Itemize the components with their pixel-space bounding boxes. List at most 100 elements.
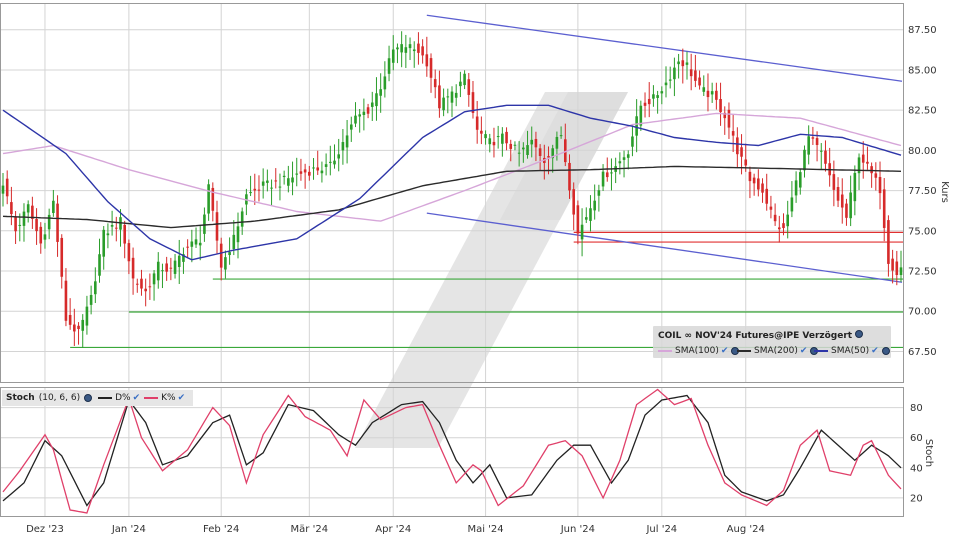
candle-body: [899, 267, 903, 276]
candle-body: [622, 157, 626, 160]
candle-body: [475, 116, 479, 130]
check-icon[interactable]: ✔: [720, 346, 729, 356]
candle-body: [5, 178, 9, 197]
candle-body: [135, 283, 139, 285]
candle-body: [287, 178, 290, 186]
candle-body: [547, 156, 550, 158]
check-icon[interactable]: ✔: [132, 393, 141, 403]
x-tick-label: Dez '23: [26, 524, 64, 535]
candle-body: [396, 47, 399, 50]
candle-body: [73, 324, 76, 332]
candle-body: [190, 241, 194, 247]
candle-body: [526, 145, 529, 156]
candle-body: [584, 217, 588, 220]
candle-body: [517, 152, 521, 154]
candle-body: [698, 77, 701, 86]
candle-body: [555, 136, 559, 149]
candle-body: [408, 44, 412, 49]
y-axis-stoch: 20 40 60 80: [910, 403, 923, 504]
candle-body: [849, 192, 852, 219]
candle-body: [320, 170, 324, 174]
candle-body: [98, 254, 101, 276]
candle-body: [530, 139, 534, 145]
candle-body: [295, 173, 299, 175]
candle-body: [773, 214, 777, 222]
candle-body: [68, 314, 72, 325]
legend-title: COIL ∞ NOV'24 Futures@IPE Verzögert: [658, 330, 864, 341]
candle-body: [165, 263, 168, 272]
check-icon[interactable]: ✔: [871, 346, 879, 356]
legend-label-d: D%: [115, 393, 131, 403]
candle-body: [89, 294, 93, 305]
candle-body: [152, 273, 156, 285]
candle-body: [203, 214, 206, 234]
candle-body: [60, 237, 64, 277]
candle-body: [702, 87, 706, 92]
stoch-line: [2, 388, 902, 514]
candle-body: [740, 147, 743, 157]
candle-body: [563, 139, 567, 163]
candle-body: [761, 183, 764, 193]
legend-swatch-d: [98, 397, 113, 399]
candle-body: [81, 319, 85, 331]
legend-label-sma200: SMA(200): [754, 346, 798, 356]
candle-body: [866, 161, 869, 164]
candle-body: [236, 226, 240, 243]
info-icon[interactable]: [84, 394, 93, 402]
candle-body: [568, 162, 571, 191]
check-icon[interactable]: ✔: [177, 393, 186, 403]
y-axis-label-stoch: Stoch: [923, 439, 934, 467]
candle-body: [391, 49, 395, 63]
candle-body: [660, 91, 664, 94]
x-axis: Dez '23 Jan '24 Feb '24 Mär '24 Apr '24 Mai '…: [26, 524, 765, 535]
candle-body: [333, 160, 336, 165]
candle-body: [836, 187, 840, 201]
x-tick-label: Jan '24: [111, 524, 146, 535]
candle-body: [484, 134, 487, 139]
info-icon[interactable]: [881, 347, 890, 355]
candle-body: [173, 260, 177, 274]
candle-body: [438, 85, 441, 109]
candle-body: [681, 60, 685, 67]
candle-body: [534, 138, 538, 148]
candle-body: [635, 116, 638, 136]
candle-body: [459, 81, 462, 87]
legend-label-sma100: SMA(100): [675, 346, 719, 356]
candle-body: [232, 234, 236, 249]
stoch-legend-d[interactable]: D% ✔: [98, 393, 140, 403]
info-icon[interactable]: [855, 330, 864, 338]
stoch-legend-k[interactable]: K% ✔: [144, 393, 185, 403]
candle-body: [345, 135, 349, 148]
legend-item-sma50[interactable]: SMA(50) ✔: [814, 346, 890, 356]
candle-body: [312, 167, 315, 169]
candle-body: [425, 54, 429, 67]
candle-body: [77, 325, 80, 330]
candle-body: [18, 224, 22, 226]
candle-body: [278, 186, 282, 188]
x-tick-label: Aug '24: [727, 524, 765, 535]
candle-body: [102, 229, 106, 257]
legend-swatch-sma50: [814, 350, 828, 352]
candle-body: [450, 91, 454, 103]
candle-body: [501, 133, 504, 144]
candle-body: [110, 225, 114, 227]
candle-body: [824, 150, 827, 164]
y-tick-label: 87.50: [908, 25, 937, 36]
candle-body: [85, 306, 89, 326]
candle-body: [169, 267, 173, 269]
legend-item-sma200[interactable]: SMA(200) ✔: [737, 346, 819, 356]
candle-body: [631, 136, 634, 147]
legend-item-sma100[interactable]: SMA(100) ✔: [658, 346, 740, 356]
y-tick-label: 82.50: [908, 106, 937, 117]
stoch-lines: [2, 388, 902, 514]
candle-body: [224, 257, 227, 270]
check-icon[interactable]: ✔: [799, 346, 808, 356]
x-tick-label: Feb '24: [203, 524, 239, 535]
candle-body: [400, 44, 403, 53]
candle-body: [131, 257, 135, 279]
candle-body: [677, 61, 680, 65]
main-plot-frame: [0, 3, 904, 383]
candle-body: [412, 49, 416, 52]
trend-channel-line: [426, 212, 903, 283]
